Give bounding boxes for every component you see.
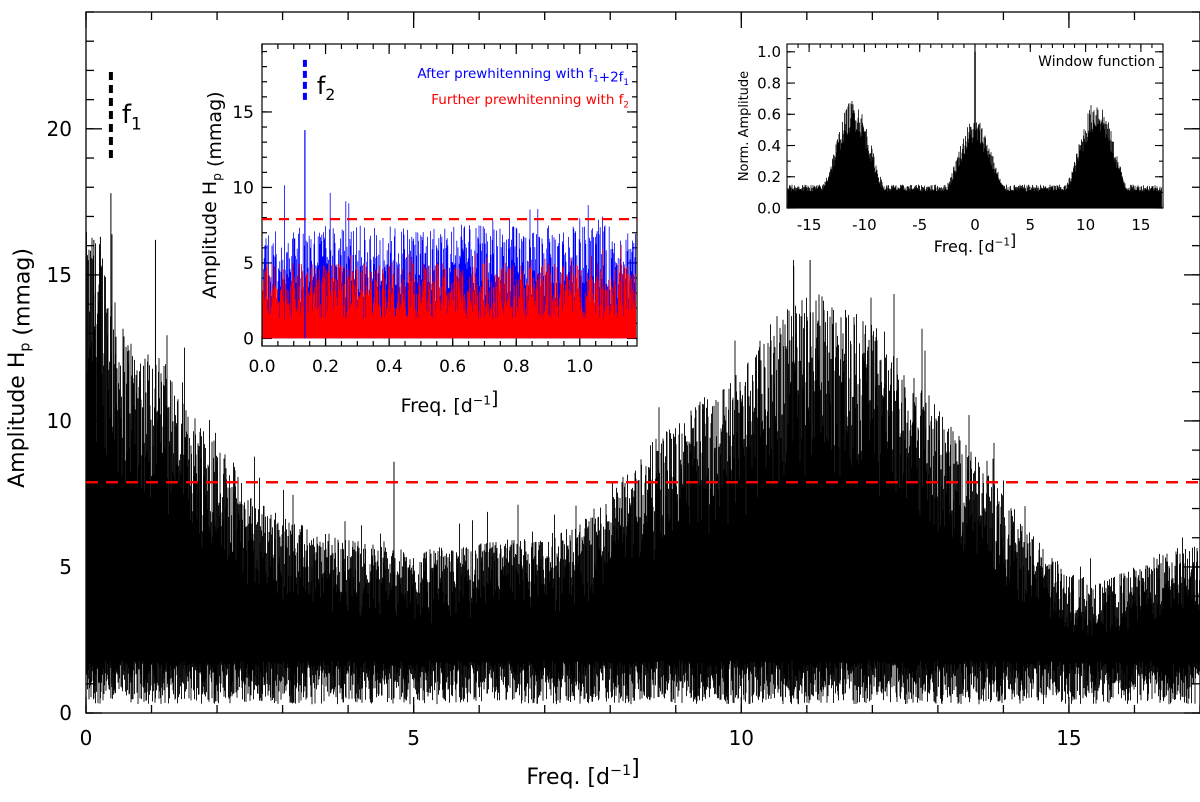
inset_right-ytick-label: 0.2 xyxy=(757,168,781,186)
inset-right-title: Window function xyxy=(1038,54,1155,70)
inset_right-ytick-label: 1.0 xyxy=(757,43,781,61)
inset_left-xtick-label: 0.4 xyxy=(376,357,403,377)
inset_right-axes: -15 -10 -5 0 5 10 15 0.0 0.2 0.4 0.6 0.8 1.0 xyxy=(757,43,1164,234)
inset-right-xlabel: Freq. [d−1] xyxy=(934,231,1016,256)
inset-left-legend-entry: After prewhitenning with f1+2f1 xyxy=(417,66,629,88)
inset_right-xtick-label: 10 xyxy=(1076,216,1095,234)
inset_right-ytick-label: 0.4 xyxy=(757,137,781,155)
inset_right-xtick-label: 15 xyxy=(1131,216,1150,234)
f2-label: f2 xyxy=(317,72,335,104)
inset_left-ytick-label: 5 xyxy=(243,254,254,274)
main-ytick-label: 15 xyxy=(47,263,72,287)
inset_right-ytick-label: 0.0 xyxy=(757,199,781,217)
inset_left-frame xyxy=(261,43,638,347)
inset_right-xtick-label: 0 xyxy=(970,216,980,234)
inset-left-ylabel: Amplitude Hp (mmag) xyxy=(199,91,226,298)
inset_left-xtick-label: 0.6 xyxy=(439,357,466,377)
main-xtick-label: 10 xyxy=(729,726,754,750)
inset_left-xtick-label: 0.0 xyxy=(248,357,275,377)
main-xtick-label: 5 xyxy=(407,726,420,750)
inset_left-xtick-label: 1.0 xyxy=(566,357,593,377)
main-xtick-label: 0 xyxy=(80,726,93,750)
inset_right-xtick-label: -15 xyxy=(797,216,822,234)
main-ytick-label: 0 xyxy=(59,701,72,725)
inset-left-xlabel: Freq. [d−1] xyxy=(401,387,499,417)
inset-left-background xyxy=(202,38,643,420)
inset_left-ytick-label: 10 xyxy=(232,178,254,198)
inset-left-legend-entry: Further prewhitenning with f2 xyxy=(431,92,629,110)
main-ylabel: Amplitude Hp (mmag) xyxy=(5,248,36,488)
inset_left-ytick-label: 15 xyxy=(232,103,254,123)
main-xtick-label: 15 xyxy=(1056,726,1081,750)
main-spectrum-series xyxy=(85,231,1200,705)
inset_right-xtick-label: -10 xyxy=(852,216,877,234)
main-xlabel: Freq. [d−1] xyxy=(526,756,639,790)
inset_left-xtick-label: 0.8 xyxy=(503,357,530,377)
main-ytick-label: 10 xyxy=(47,409,72,433)
inset_left-xtick-label: 0.2 xyxy=(312,357,339,377)
inset_right-xtick-label: 5 xyxy=(1026,216,1036,234)
main-ytick-label: 20 xyxy=(47,117,72,141)
inset-right-window-series xyxy=(787,101,1162,208)
f1-label: f1 xyxy=(122,100,142,134)
inset_right-ytick-label: 0.8 xyxy=(757,74,781,92)
main-ytick-label: 5 xyxy=(59,555,72,579)
inset-right-ylabel: Norm. Amplitude xyxy=(737,71,752,181)
main-axes: 0 5 10 15 0 5 10 15 20 xyxy=(47,11,1200,750)
inset_left-ytick-label: 0 xyxy=(243,329,254,349)
inset_right-xtick-label: -5 xyxy=(912,216,927,234)
inset_right-ytick-label: 0.6 xyxy=(757,106,781,124)
